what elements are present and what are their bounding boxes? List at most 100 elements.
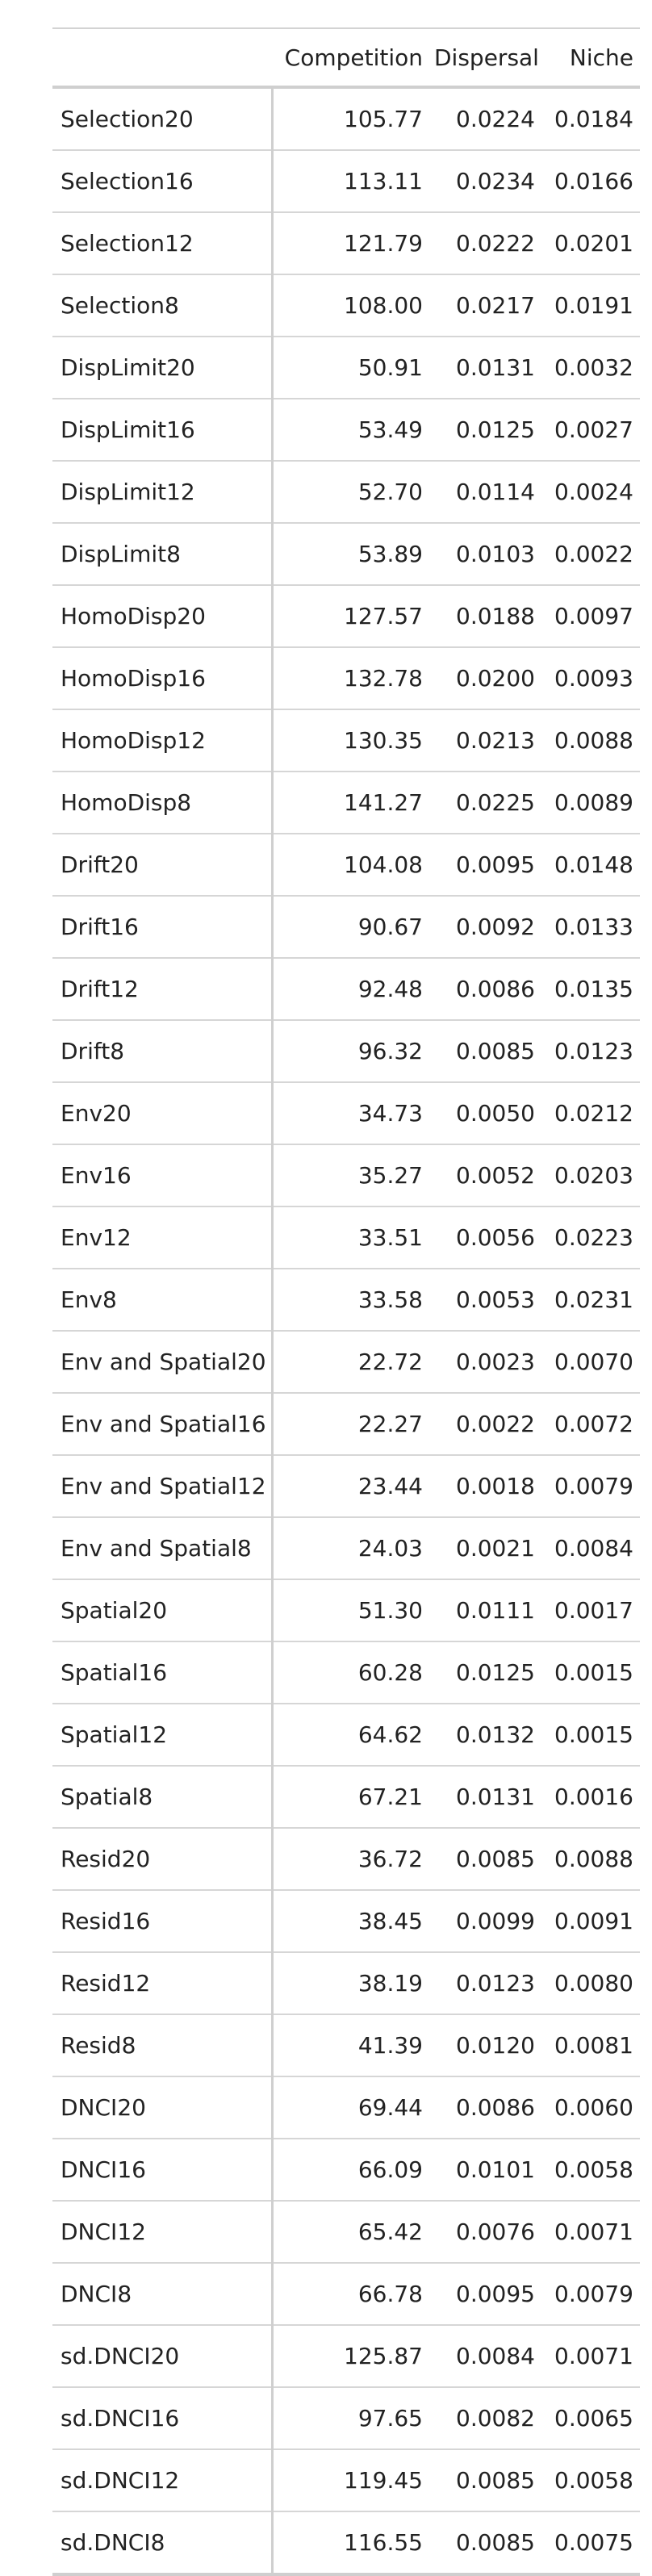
row-label: DispLimit16 [52,399,274,462]
competition-cell: 119.45 [272,2449,434,2512]
table-row: DispLimit16 53.49 0.0125 0.0027 [52,399,640,462]
niche-cell: 0.0231 [546,1269,640,1332]
row-label: sd.DNCI20 [52,2325,274,2388]
table-row: DNCI12 65.42 0.0076 0.0071 [52,2201,640,2264]
row-label: sd.DNCI16 [52,2387,274,2450]
dispersal-cell: 0.0123 [434,1952,546,2015]
dispersal-cell: 0.0021 [434,1517,546,1580]
table-row: sd.DNCI20 125.87 0.0084 0.0071 [52,2325,640,2388]
table-row: Drift20 104.08 0.0095 0.0148 [52,834,640,897]
table-row: sd.DNCI12 119.45 0.0085 0.0058 [52,2449,640,2512]
niche-cell: 0.0065 [546,2387,640,2450]
competition-cell: 53.89 [272,523,434,586]
table-header: Competition Dispersal Niche [52,27,640,89]
competition-cell: 38.19 [272,1952,434,2015]
niche-cell: 0.0017 [546,1579,640,1642]
header-row: Competition Dispersal Niche [52,27,640,89]
competition-cell: 22.27 [272,1393,434,1456]
dispersal-cell: 0.0120 [434,2014,546,2077]
dispersal-cell: 0.0111 [434,1579,546,1642]
competition-cell: 127.57 [272,585,434,648]
dispersal-cell: 0.0095 [434,2263,546,2326]
niche-cell: 0.0058 [546,2449,640,2512]
column-header-competition: Competition [272,27,434,89]
table-row: DNCI16 66.09 0.0101 0.0058 [52,2139,640,2202]
row-label: DNCI12 [52,2201,274,2264]
table-row: Env16 35.27 0.0052 0.0203 [52,1144,640,1207]
competition-cell: 92.48 [272,958,434,1021]
dispersal-cell: 0.0092 [434,896,546,959]
table-row: Resid8 41.39 0.0120 0.0081 [52,2014,640,2077]
table-row: Env and Spatial8 24.03 0.0021 0.0084 [52,1517,640,1580]
table-row: DispLimit20 50.91 0.0131 0.0032 [52,337,640,399]
competition-cell: 53.49 [272,399,434,462]
row-label: HomoDisp8 [52,772,274,834]
dispersal-cell: 0.0086 [434,2076,546,2139]
row-label: sd.DNCI12 [52,2449,274,2512]
niche-cell: 0.0072 [546,1393,640,1456]
niche-cell: 0.0060 [546,2076,640,2139]
competition-cell: 66.78 [272,2263,434,2326]
table-row: HomoDisp8 141.27 0.0225 0.0089 [52,772,640,834]
dispersal-cell: 0.0099 [434,1890,546,1953]
column-header-dispersal: Dispersal [434,27,546,89]
niche-cell: 0.0088 [546,1828,640,1891]
row-label: Drift8 [52,1020,274,1083]
niche-cell: 0.0223 [546,1206,640,1269]
row-label: HomoDisp12 [52,709,274,772]
dispersal-cell: 0.0131 [434,337,546,399]
dispersal-cell: 0.0085 [434,1828,546,1891]
competition-cell: 60.28 [272,1641,434,1704]
competition-cell: 67.21 [272,1766,434,1829]
competition-cell: 96.32 [272,1020,434,1083]
table-row: Spatial16 60.28 0.0125 0.0015 [52,1641,640,1704]
row-label: Resid12 [52,1952,274,2015]
row-label: Env16 [52,1144,274,1207]
niche-cell: 0.0212 [546,1082,640,1145]
dispersal-cell: 0.0023 [434,1331,546,1394]
dispersal-cell: 0.0085 [434,2449,546,2512]
table-row: Selection20 105.77 0.0224 0.0184 [52,87,640,151]
niche-cell: 0.0070 [546,1331,640,1394]
table-row: Drift12 92.48 0.0086 0.0135 [52,958,640,1021]
row-label: Env and Spatial16 [52,1393,274,1456]
competition-cell: 36.72 [272,1828,434,1891]
niche-cell: 0.0184 [546,87,640,151]
results-table-container: Competition Dispersal Niche Selection20 1… [52,27,640,2576]
competition-cell: 33.58 [272,1269,434,1332]
table-row: Env and Spatial12 23.44 0.0018 0.0079 [52,1455,640,1518]
niche-cell: 0.0080 [546,1952,640,2015]
niche-cell: 0.0022 [546,523,640,586]
row-label: Spatial12 [52,1704,274,1767]
dispersal-cell: 0.0022 [434,1393,546,1456]
niche-cell: 0.0016 [546,1766,640,1829]
competition-cell: 121.79 [272,212,434,275]
niche-cell: 0.0071 [546,2325,640,2388]
dispersal-cell: 0.0213 [434,709,546,772]
dispersal-cell: 0.0084 [434,2325,546,2388]
table-row: Selection16 113.11 0.0234 0.0166 [52,150,640,213]
competition-cell: 97.65 [272,2387,434,2450]
row-label: DNCI20 [52,2076,274,2139]
table-row: Resid20 36.72 0.0085 0.0088 [52,1828,640,1891]
row-label: Spatial16 [52,1641,274,1704]
row-label: Drift12 [52,958,274,1021]
row-label: Selection20 [52,87,274,151]
niche-cell: 0.0079 [546,1455,640,1518]
niche-cell: 0.0015 [546,1641,640,1704]
row-label: DNCI16 [52,2139,274,2202]
row-label: DNCI8 [52,2263,274,2326]
dispersal-cell: 0.0076 [434,2201,546,2264]
row-label: Env12 [52,1206,274,1269]
dispersal-cell: 0.0234 [434,150,546,213]
niche-cell: 0.0166 [546,150,640,213]
table-row: Drift8 96.32 0.0085 0.0123 [52,1020,640,1083]
competition-cell: 66.09 [272,2139,434,2202]
row-label: sd.DNCI8 [52,2511,274,2576]
niche-cell: 0.0081 [546,2014,640,2077]
dispersal-cell: 0.0132 [434,1704,546,1767]
row-label: Spatial8 [52,1766,274,1829]
competition-cell: 35.27 [272,1144,434,1207]
table-row: Selection8 108.00 0.0217 0.0191 [52,274,640,337]
column-header-niche: Niche [546,27,640,89]
